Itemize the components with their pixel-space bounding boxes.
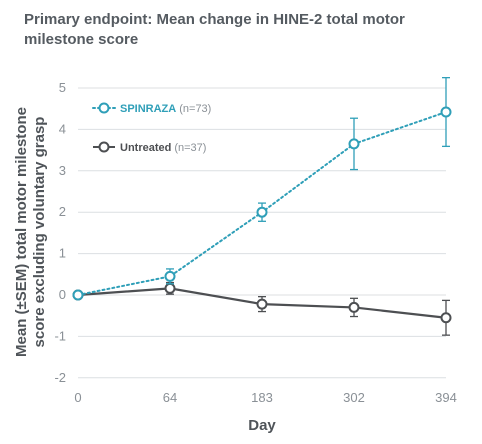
y-tick-label: 1: [59, 246, 66, 261]
y-tick-label: 4: [59, 121, 66, 136]
legend-item-spinraza: SPINRAZA (n=73): [92, 102, 211, 115]
series-layer: [72, 77, 452, 336]
x-tick-label: 0: [74, 390, 81, 405]
legend: SPINRAZA (n=73) Untreated (n=37): [92, 102, 211, 154]
x-tick-label: 183: [251, 390, 273, 405]
y-tick-label: -1: [54, 328, 66, 343]
legend-marker: [98, 141, 110, 153]
y-tick-label: 0: [59, 287, 66, 302]
legend-label: Untreated (n=37): [120, 142, 206, 154]
chart-title: Primary endpoint: Mean change in HINE-2 …: [24, 11, 405, 48]
data-point: [164, 270, 176, 282]
data-point: [348, 301, 360, 313]
legend-marker: [98, 102, 110, 114]
data-point: [348, 138, 360, 150]
y-tick-labels: -2 -1 0 1 2 3 4 5: [54, 80, 66, 385]
y-tick-label: 3: [59, 163, 66, 178]
y-tick-label: 2: [59, 204, 66, 219]
series-spinraza: [72, 77, 452, 301]
legend-item-untreated: Untreated (n=37): [93, 141, 206, 154]
x-tick-label: 64: [163, 390, 177, 405]
legend-label: SPINRAZA (n=73): [120, 103, 211, 115]
data-point: [164, 282, 176, 294]
gridlines: [78, 87, 446, 379]
data-point: [256, 206, 268, 218]
data-point: [256, 298, 268, 310]
x-tick-label: 394: [435, 390, 457, 405]
data-point: [440, 106, 452, 118]
x-axis-title: Day: [248, 417, 276, 434]
y-axis-title: Mean (±SEM) total motor milestonescore e…: [13, 107, 48, 357]
y-tick-label: 5: [59, 80, 66, 95]
x-tick-label: 302: [343, 390, 365, 405]
x-tick-labels: 0 64 183 302 394: [74, 390, 456, 405]
data-point: [440, 312, 452, 324]
data-point: [72, 289, 84, 301]
series-untreated: [72, 281, 452, 336]
y-tick-label: -2: [54, 370, 66, 385]
